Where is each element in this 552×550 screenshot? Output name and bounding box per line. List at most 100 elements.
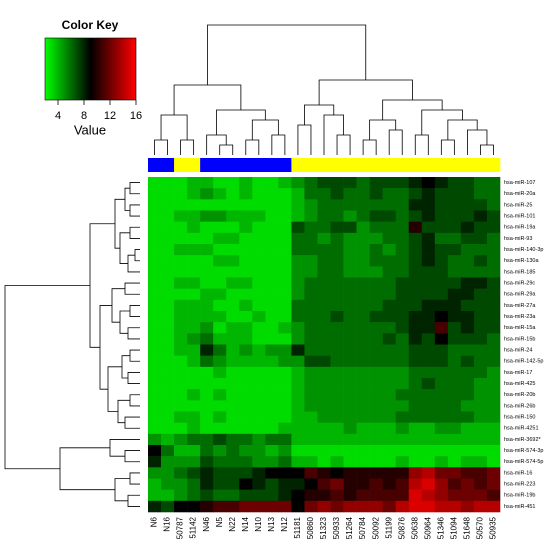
heat-cell [447,221,462,234]
heat-cell [486,288,501,301]
heat-cell [382,489,397,502]
heat-cell [278,177,292,189]
heat-cell [434,389,449,401]
heat-cell [291,311,305,323]
heat-cell [434,500,449,513]
heat-cell [213,478,227,490]
heat-cell [486,366,501,379]
heat-cell [434,489,449,502]
heat-cell [252,500,266,513]
heat-cell [265,288,279,301]
heat-cell [161,177,175,189]
heat-cell [343,366,357,379]
heat-cell [187,422,201,435]
heat-cell [304,232,318,245]
heat-cell [421,244,436,256]
heat-cell [330,311,344,323]
heat-cell [304,255,318,267]
heat-cell [343,177,357,189]
heat-cell [187,467,201,479]
heat-cell [460,478,475,490]
col-label: 50092 [371,516,380,539]
heat-cell [447,411,462,423]
heat-cell [213,456,227,468]
heat-cell [317,232,331,245]
heat-cell [369,400,383,412]
heat-cell [460,500,475,513]
heat-cell [304,177,318,189]
heat-cell [252,422,266,435]
heat-cell [278,221,292,234]
row-label: hsa-miR-25 [504,202,532,208]
heat-cell [304,422,318,435]
heat-cell [447,266,462,278]
heat-cell [408,489,423,502]
heat-cell [447,322,462,334]
heat-cell [395,445,410,457]
heat-cell [278,333,292,345]
heat-cell [239,322,253,334]
heat-cell [278,422,292,435]
heat-cell [200,266,214,278]
key-tick-label: 16 [130,110,142,122]
heat-cell [200,277,214,289]
heat-cell [278,266,292,278]
heat-cell [473,489,488,502]
heat-cell [291,378,305,390]
heat-cell [369,188,383,200]
row-label: hsa-miR-26b [504,403,535,409]
heat-cell [356,456,370,468]
col-side-color [395,158,410,172]
heat-cell [278,255,292,267]
heat-cell [460,255,475,267]
heat-cell [486,344,501,356]
heat-cell [486,433,501,446]
heat-cell [161,400,175,412]
heat-cell [395,299,410,312]
heat-cell [291,288,305,301]
heat-cell [408,445,423,457]
heat-cell [148,244,162,256]
heat-cell [382,433,397,446]
heat-cell [486,299,501,312]
col-side-color [330,158,344,172]
heat-cell [460,445,475,457]
heat-cell [252,344,266,356]
heat-cell [252,355,266,368]
heat-cell [382,467,397,479]
heat-cell [161,255,175,267]
heat-cell [356,277,370,289]
heat-cell [382,411,397,423]
row-label: hsa-miR-15b [504,336,535,342]
col-label: N46 [202,516,211,531]
heat-cell [486,445,501,457]
heat-cell [161,322,175,334]
heat-cell [278,445,292,457]
heat-cell [330,322,344,334]
heat-cell [343,378,357,390]
heat-cell [408,266,423,278]
heat-cell [161,299,175,312]
heat-cell [486,244,501,256]
heat-cell [434,244,449,256]
heat-cell [226,266,240,278]
key-tick-label: 8 [81,110,87,122]
heat-cell [460,288,475,301]
heat-cell [174,389,188,401]
heat-cell [213,389,227,401]
heat-cell [304,299,318,312]
row-label: hsa-miR-142-5p [504,359,543,365]
heat-cell [486,467,501,479]
heat-cell [434,199,449,211]
heat-cell [148,355,162,368]
heat-cell [395,232,410,245]
heat-cell [252,456,266,468]
heat-cell [252,389,266,401]
heat-cell [317,411,331,423]
heat-cell [486,389,501,401]
heat-cell [330,344,344,356]
heat-cell [356,366,370,379]
heat-cell [317,333,331,345]
heat-cell [447,456,462,468]
heat-cell [239,400,253,412]
